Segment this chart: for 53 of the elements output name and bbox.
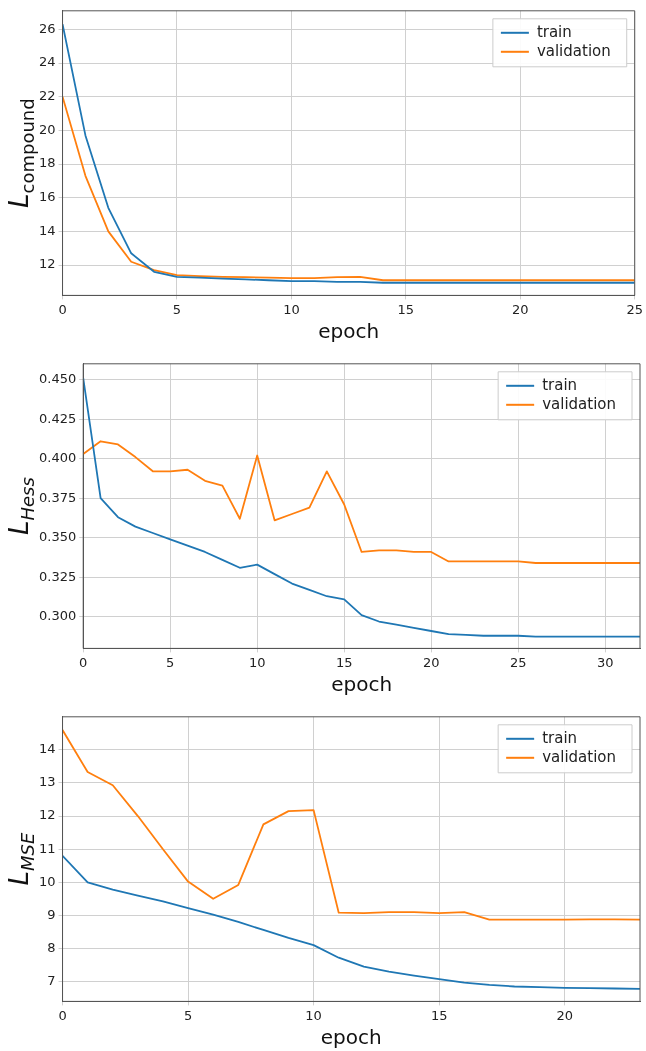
legend-label: train: [542, 728, 578, 747]
x-tick-label: 15: [397, 301, 415, 317]
legend-label: validation: [536, 41, 611, 60]
y-tick-label: 0.325: [39, 568, 77, 584]
y-tick-label: 11: [39, 840, 56, 856]
y-tick-label: 0.300: [39, 608, 77, 624]
y-tick-label: 8: [47, 939, 56, 955]
y-tick-label: 18: [39, 155, 56, 171]
x-tick-label: 25: [626, 301, 643, 317]
x-tick-label: 30: [596, 654, 614, 670]
x-tick-label: 0: [58, 1007, 67, 1023]
y-tick-label: 0.400: [39, 450, 77, 466]
x-tick-label: 5: [172, 301, 182, 317]
y-tick-label: 22: [39, 88, 56, 104]
legend-label: train: [542, 375, 578, 394]
x-tick-label: 5: [183, 1007, 193, 1023]
legend-label: validation: [542, 394, 617, 413]
x-tick-label: 25: [509, 654, 527, 670]
y-tick-label: 0.350: [39, 529, 77, 545]
y-tick-label: 13: [39, 774, 56, 790]
x-axis-title: epoch: [331, 672, 393, 697]
y-tick-label: 14: [39, 222, 56, 238]
legend-label: train: [536, 22, 572, 41]
y-axis-title: LMSE: [4, 832, 38, 886]
y-axis-title: Lcompound: [4, 98, 38, 208]
x-axis-title: epoch: [320, 1025, 382, 1050]
y-tick-label: 0.425: [39, 410, 77, 426]
y-axis-title: LHess: [4, 477, 38, 536]
y-tick-label: 12: [39, 807, 56, 823]
x-axis-title: epoch: [318, 319, 380, 344]
y-tick-label: 9: [47, 906, 56, 922]
x-tick-label: 20: [512, 301, 529, 317]
y-tick-label: 12: [39, 256, 56, 272]
y-tick-label: 26: [39, 20, 56, 36]
y-tick-label: 24: [39, 54, 56, 70]
x-tick-label: 20: [422, 654, 440, 670]
y-tick-label: 10: [39, 873, 56, 889]
x-tick-label: 15: [335, 654, 353, 670]
x-tick-label: 15: [430, 1007, 448, 1023]
x-tick-label: 10: [248, 654, 266, 670]
y-tick-label: 7: [47, 972, 56, 988]
y-tick-label: 0.450: [39, 370, 77, 386]
y-tick-label: 0.375: [39, 489, 77, 505]
x-tick-label: 10: [305, 1007, 322, 1023]
legend-label: validation: [542, 747, 617, 766]
x-tick-label: 5: [166, 654, 175, 670]
x-tick-label: 10: [283, 301, 300, 317]
y-tick-label: 16: [39, 189, 56, 205]
y-tick-label: 20: [39, 121, 56, 137]
x-tick-label: 20: [556, 1007, 573, 1023]
y-tick-label: 14: [39, 741, 56, 757]
x-tick-label: 0: [58, 301, 67, 317]
x-tick-label: 0: [79, 654, 88, 670]
